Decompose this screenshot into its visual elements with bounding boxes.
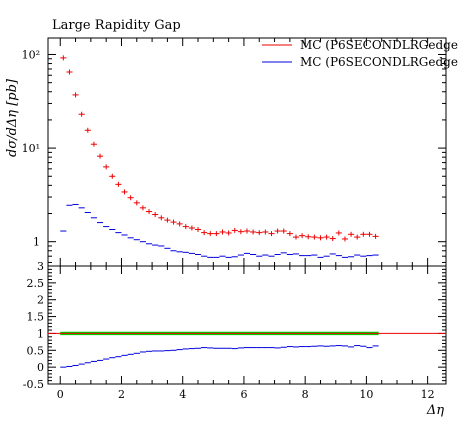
y-tick-label: 10² xyxy=(22,48,40,61)
legend: MC (P6SECONDLRGedge MC (P6SECONDLRGedge xyxy=(262,38,458,69)
ratio-plot-panel: -0.5 0 0.5 1 1.5 2 2.5 3 0 2 4 6 8 10 12 xyxy=(23,260,447,401)
x-tick-label: 6 xyxy=(240,388,247,401)
y-tick-label: 10¹ xyxy=(22,142,40,155)
ratio-y-tick-label: 1.5 xyxy=(27,311,45,324)
legend-label-series-2: MC (P6SECONDLRGedge xyxy=(300,55,458,69)
ratio-y-tick-label: 0.5 xyxy=(27,344,45,357)
x-tick-label: 10 xyxy=(359,388,373,401)
x-tick-label: 4 xyxy=(179,388,186,401)
y-tick-label: 1 xyxy=(33,236,40,249)
legend-label-series-1: MC (P6SECONDLRGedge xyxy=(300,38,458,52)
chart-title: Large Rapidity Gap xyxy=(52,18,181,33)
ratio-y-tick-label: 2 xyxy=(37,294,44,307)
x-tick-label: 8 xyxy=(302,388,309,401)
x-tick-label: 12 xyxy=(421,388,435,401)
ratio-plot-frame xyxy=(47,265,447,385)
ratio-y-tick-label: -0.5 xyxy=(23,378,44,391)
ratio-y-tick-label: 3 xyxy=(37,260,44,273)
y-axis-title: dσ/dΔη [pb] xyxy=(5,78,20,157)
x-tick-label: 0 xyxy=(57,388,64,401)
ratio-y-tick-label: 0 xyxy=(37,361,44,374)
x-tick-label: 2 xyxy=(118,388,125,401)
ratio-y-tick-label: 2.5 xyxy=(27,277,45,290)
ratio-y-tick-label: 1 xyxy=(37,327,44,340)
x-axis-title: Δη xyxy=(426,403,444,418)
main-plot-panel: 1 10¹ 10² xyxy=(22,37,447,267)
